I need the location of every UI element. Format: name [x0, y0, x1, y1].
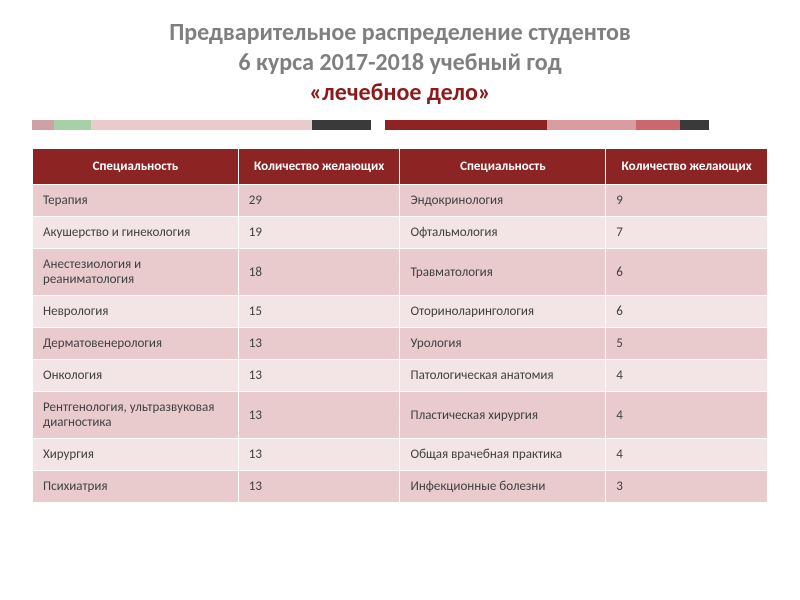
table-cell-spec2: Эндокринология: [400, 185, 606, 217]
divider-segment: [371, 120, 386, 130]
decorative-divider: [32, 120, 768, 130]
table-header-row: Специальность Количество желающих Специа…: [33, 149, 768, 185]
table-cell-count2: 3: [606, 471, 768, 503]
table-cell-spec2: Урология: [400, 328, 606, 360]
table-cell-count2: 5: [606, 328, 768, 360]
table-cell-spec2: Офтальмология: [400, 217, 606, 249]
header-spec1: Специальность: [33, 149, 239, 185]
table-cell-spec1: Анестезиология и реаниматология: [33, 249, 239, 296]
table-cell-spec2: Пластическая хирургия: [400, 392, 606, 439]
table-cell-spec2: Инфекционные болезни: [400, 471, 606, 503]
table-row: Акушерство и гинекология19Офтальмология7: [33, 217, 768, 249]
table-cell-count2: 4: [606, 392, 768, 439]
table-cell-spec1: Неврология: [33, 296, 239, 328]
header-count2: Количество желающих: [606, 149, 768, 185]
table-cell-count2: 6: [606, 296, 768, 328]
table-cell-count1: 29: [238, 185, 400, 217]
table-cell-spec1: Дерматовенерология: [33, 328, 239, 360]
table-cell-spec2: Травматология: [400, 249, 606, 296]
slide: Предварительное распределение студентов …: [0, 0, 800, 600]
divider-segment: [54, 120, 91, 130]
table-cell-count2: 7: [606, 217, 768, 249]
header-count1: Количество желающих: [238, 149, 400, 185]
table-cell-spec2: Общая врачебная практика: [400, 439, 606, 471]
table-row: Рентгенология, ультразвуковая диагностик…: [33, 392, 768, 439]
table-cell-spec2: Патологическая анатомия: [400, 360, 606, 392]
table-cell-spec1: Онкология: [33, 360, 239, 392]
table-row: Анестезиология и реаниматология18Травмат…: [33, 249, 768, 296]
table-cell-count1: 13: [238, 471, 400, 503]
table-row: Онкология13Патологическая анатомия4: [33, 360, 768, 392]
divider-segment: [312, 120, 371, 130]
table-cell-count1: 13: [238, 360, 400, 392]
table-row: Хирургия13Общая врачебная практика4: [33, 439, 768, 471]
divider-segment: [680, 120, 709, 130]
divider-segment: [547, 120, 635, 130]
slide-title: Предварительное распределение студентов …: [32, 18, 768, 108]
table-cell-count2: 6: [606, 249, 768, 296]
table-cell-count2: 4: [606, 360, 768, 392]
divider-segment: [91, 120, 312, 130]
table-cell-count1: 15: [238, 296, 400, 328]
table-cell-count2: 9: [606, 185, 768, 217]
table-row: Дерматовенерология13Урология5: [33, 328, 768, 360]
table-cell-count1: 19: [238, 217, 400, 249]
table-row: Неврология15Оториноларингология6: [33, 296, 768, 328]
table-cell-spec1: Рентгенология, ультразвуковая диагностик…: [33, 392, 239, 439]
divider-segment: [636, 120, 680, 130]
table-cell-spec1: Хирургия: [33, 439, 239, 471]
table-cell-spec2: Оториноларингология: [400, 296, 606, 328]
title-line1: Предварительное распределение студентов: [169, 18, 631, 47]
table-row: Терапия29Эндокринология9: [33, 185, 768, 217]
table-cell-count1: 13: [238, 392, 400, 439]
table-row: Психиатрия13Инфекционные болезни3: [33, 471, 768, 503]
table-cell-spec1: Акушерство и гинекология: [33, 217, 239, 249]
header-spec2: Специальность: [400, 149, 606, 185]
table-cell-spec1: Психиатрия: [33, 471, 239, 503]
title-line2: 6 курса 2017-2018 учебный год: [238, 48, 561, 77]
distribution-table: Специальность Количество желающих Специа…: [32, 148, 768, 503]
table-cell-count1: 13: [238, 328, 400, 360]
divider-segment: [385, 120, 547, 130]
divider-segment: [32, 120, 54, 130]
divider-segment: [709, 120, 768, 130]
table-cell-count1: 13: [238, 439, 400, 471]
title-highlight: «лечебное дело»: [309, 78, 491, 107]
table-cell-count2: 4: [606, 439, 768, 471]
table-cell-spec1: Терапия: [33, 185, 239, 217]
table-cell-count1: 18: [238, 249, 400, 296]
